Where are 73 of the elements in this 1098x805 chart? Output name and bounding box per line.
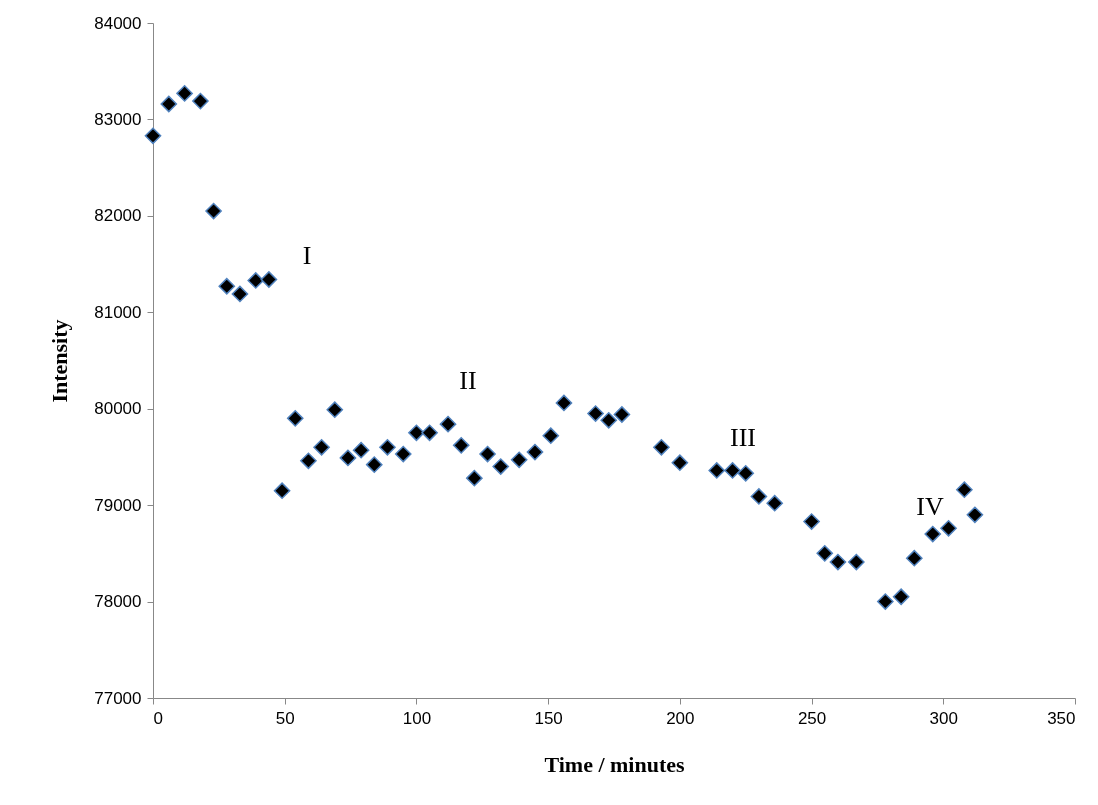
point — [452, 437, 470, 454]
point — [300, 452, 317, 470]
point — [286, 410, 304, 427]
point — [542, 427, 560, 445]
y-tick-label: 78000 — [94, 592, 142, 612]
point — [421, 424, 438, 442]
x-tick-label: 100 — [402, 708, 432, 728]
point — [653, 438, 670, 456]
point — [205, 202, 222, 220]
point — [160, 95, 178, 113]
point — [600, 411, 618, 429]
point — [613, 406, 631, 423]
point — [737, 464, 755, 482]
point — [816, 545, 834, 562]
point — [339, 449, 357, 467]
x-tick-label: 250 — [797, 708, 827, 728]
y-tick-label: 84000 — [94, 13, 142, 33]
point — [466, 469, 483, 487]
x-tick-label: 50 — [275, 708, 295, 728]
y-tick-label: 80000 — [94, 399, 142, 419]
y-tick-label: 81000 — [94, 302, 142, 322]
point — [803, 513, 820, 530]
annotation: IV — [916, 492, 944, 521]
annotation: I — [302, 241, 312, 270]
point — [848, 553, 865, 571]
point — [905, 549, 923, 567]
point — [408, 424, 425, 442]
point — [492, 458, 510, 475]
x-tick-label: 300 — [929, 708, 958, 728]
point — [892, 588, 910, 606]
point — [247, 272, 265, 289]
point — [394, 445, 412, 463]
y-tick-label: 79000 — [94, 495, 142, 515]
y-tick-label: 77000 — [94, 688, 142, 708]
point — [526, 443, 544, 461]
point — [877, 593, 894, 610]
point — [956, 481, 973, 499]
point — [144, 127, 162, 145]
point — [966, 506, 984, 524]
x-tick-label: 200 — [666, 708, 695, 728]
point — [555, 394, 573, 412]
y-tick-label: 82000 — [94, 206, 142, 226]
x-axis-title: Time / minutes — [544, 751, 686, 777]
x-tick-label: 150 — [534, 708, 563, 728]
point — [260, 271, 278, 288]
point — [479, 445, 496, 463]
point — [352, 441, 370, 459]
point — [218, 277, 236, 295]
point — [708, 462, 726, 479]
x-tick-label: 350 — [1047, 708, 1076, 728]
point — [750, 488, 768, 505]
point — [510, 451, 528, 469]
point — [439, 415, 457, 433]
annotation: II — [459, 366, 477, 395]
point — [587, 405, 604, 422]
point — [671, 454, 689, 472]
point — [379, 438, 396, 456]
annotation: III — [730, 423, 756, 452]
point — [365, 456, 383, 473]
point — [231, 285, 249, 303]
point — [313, 438, 330, 456]
x-tick-label: 0 — [153, 708, 163, 728]
y-tick-label: 83000 — [94, 109, 142, 129]
y-axis-title: Intensity — [47, 319, 73, 403]
point — [326, 401, 344, 419]
point — [940, 519, 957, 537]
point — [176, 85, 193, 102]
point — [724, 462, 741, 479]
point — [273, 482, 291, 500]
point — [192, 92, 209, 110]
point — [829, 553, 847, 571]
point — [924, 525, 942, 543]
point — [766, 494, 784, 512]
